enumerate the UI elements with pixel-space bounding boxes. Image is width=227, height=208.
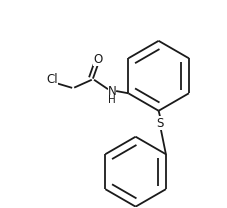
Text: H: H <box>108 95 116 105</box>
Text: N: N <box>108 84 116 98</box>
Text: S: S <box>157 117 164 130</box>
Text: O: O <box>93 53 103 66</box>
Text: Cl: Cl <box>46 73 58 85</box>
